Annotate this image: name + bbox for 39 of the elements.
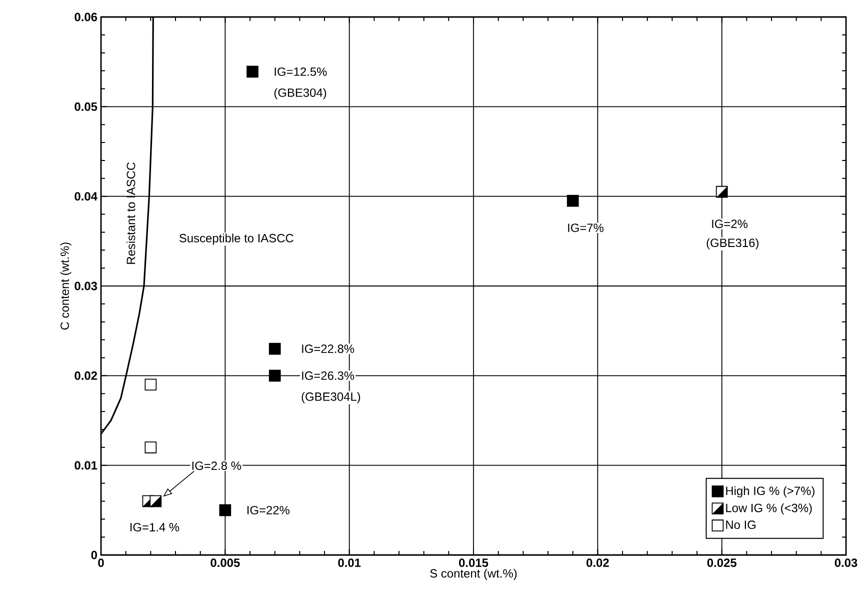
y-tick-label: 0.02 — [74, 371, 98, 380]
annotation: IG=26.3% — [302, 371, 354, 380]
point — [144, 441, 157, 454]
x-tick-label: 0 — [98, 558, 104, 567]
y-tick-label: 0.04 — [74, 192, 98, 201]
annotation: (GBE304) — [274, 88, 326, 100]
point — [144, 378, 157, 391]
x-tick-label: 0.03 — [834, 558, 858, 568]
x-axis-title: S content (wt.%) — [430, 568, 517, 580]
x-tick-label: 0.01 — [338, 558, 361, 567]
legend-label: High IG % (>7%) — [726, 486, 814, 498]
y-tick-label: 0 — [91, 550, 97, 560]
x-tick-label: 0.025 — [707, 558, 736, 567]
legend-label: Low IG % (<3%) — [726, 503, 812, 515]
annotation: IG=22.8% — [302, 344, 354, 353]
x-tick-label: 0.02 — [586, 558, 609, 567]
y-tick-label: 0.01 — [74, 461, 98, 470]
x-tick-label: 0.005 — [210, 558, 240, 567]
annotation: Susceptible to IASCC — [179, 234, 294, 245]
point — [268, 342, 281, 355]
annotation: Resistant to IASCC — [126, 162, 136, 264]
y-tick-label: 0.06 — [74, 12, 98, 22]
annotation: (GBE316) — [706, 238, 758, 250]
y-axis-title: C content (wt.%) — [60, 242, 72, 330]
y-tick-label: 0.03 — [74, 282, 98, 290]
annotation: (GBE304L) — [302, 392, 360, 404]
annotation: IG=7% — [568, 224, 604, 232]
annotation: IG=1.4 % — [130, 522, 180, 532]
annotation: IG=2.8 % — [192, 461, 242, 470]
legend-label: No IG — [726, 520, 756, 530]
y-tick-label: 0.05 — [74, 102, 98, 111]
annotation: IG=2% — [712, 220, 748, 228]
point — [219, 504, 232, 516]
x-tick-label: 0.015 — [459, 558, 488, 567]
point — [246, 66, 258, 78]
annotation: IG=12.5% — [274, 67, 327, 76]
point — [268, 370, 281, 382]
point — [566, 194, 579, 207]
annotation: IG=22% — [247, 506, 290, 514]
